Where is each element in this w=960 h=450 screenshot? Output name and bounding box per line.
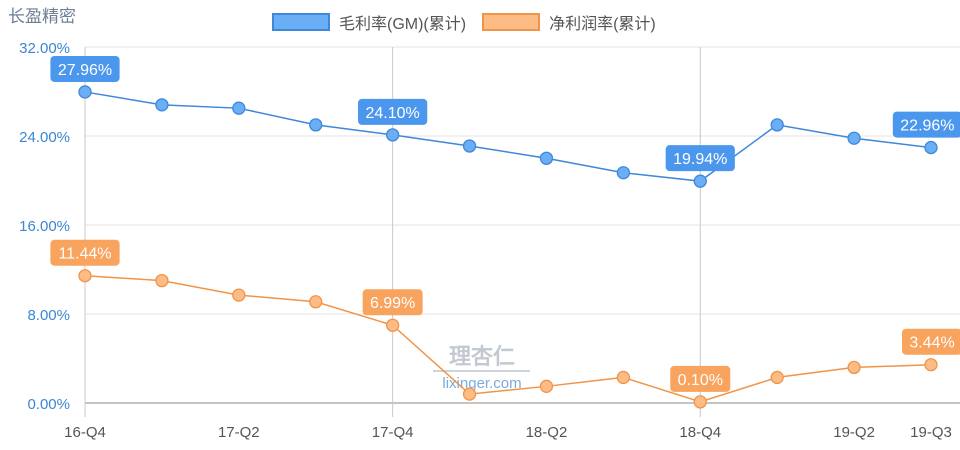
data-label-badge [665, 145, 735, 172]
data-point[interactable] [232, 288, 246, 302]
data-point[interactable] [385, 128, 400, 142]
data-label-badge [362, 289, 423, 316]
data-label-text: 6.99% [370, 295, 415, 312]
data-point[interactable] [693, 174, 707, 188]
x-tick-label: 17-Q2 [218, 424, 260, 441]
data-point[interactable] [309, 295, 323, 309]
data-point[interactable] [78, 269, 92, 283]
y-tick-label: 0.00% [27, 396, 70, 413]
x-tick-label: 18-Q2 [526, 424, 568, 441]
x-tick-label: 19-Q3 [910, 424, 952, 441]
data-point[interactable] [924, 140, 938, 155]
data-point[interactable] [385, 318, 400, 332]
data-label-badge [902, 328, 960, 355]
x-tick-label: 17-Q4 [372, 424, 414, 441]
data-point[interactable] [770, 370, 784, 385]
data-label-text: 27.96% [58, 62, 112, 79]
data-label-badge [892, 111, 960, 138]
data-label-text: 24.10% [366, 105, 420, 122]
legend-swatch-net [482, 13, 541, 31]
data-point[interactable] [462, 387, 477, 401]
data-label-badge [358, 98, 428, 125]
data-point[interactable] [693, 395, 707, 409]
data-point[interactable] [847, 360, 861, 375]
series-line-1 [84, 274, 932, 403]
data-label-badge [50, 55, 120, 82]
y-tick-label: 32.00% [19, 40, 70, 57]
data-point[interactable] [539, 151, 554, 165]
data-point[interactable] [924, 358, 938, 372]
data-label-text: 22.96% [900, 118, 954, 135]
data-label-badge [670, 365, 731, 392]
data-point[interactable] [847, 131, 861, 145]
legend-item-gm[interactable]: 毛利率(GM)(累计) [272, 10, 466, 34]
data-label-text: 0.10% [678, 372, 723, 389]
y-tick-label: 8.00% [27, 307, 70, 324]
data-point[interactable] [616, 370, 631, 385]
data-label-text: 19.94% [673, 151, 727, 168]
data-point[interactable] [78, 85, 92, 99]
legend-item-net[interactable]: 净利润率(累计) [482, 10, 656, 34]
data-point[interactable] [539, 379, 554, 393]
data-point[interactable] [309, 118, 323, 132]
legend-label-gm: 毛利率(GM)(累计) [339, 16, 467, 33]
data-point[interactable] [616, 166, 631, 180]
y-tick-label: 16.00% [19, 218, 70, 235]
data-point[interactable] [155, 98, 169, 112]
data-point[interactable] [770, 118, 784, 132]
series-line-0 [84, 91, 932, 182]
data-label-badge [50, 239, 120, 266]
chart-legend: 毛利率(GM)(累计) 净利润率(累计) [272, 10, 672, 34]
x-tick-label: 16-Q4 [64, 424, 106, 441]
x-tick-label: 19-Q2 [833, 424, 875, 441]
legend-swatch-gm [272, 13, 330, 31]
y-tick-label: 24.00% [19, 129, 70, 146]
data-label-text: 3.44% [909, 335, 954, 352]
page-title: 长盈精密 [8, 7, 76, 26]
x-tick-label: 18-Q4 [679, 424, 721, 441]
legend-label-net: 净利润率(累计) [549, 16, 656, 33]
data-point[interactable] [232, 101, 246, 115]
watermark-cn: 理杏仁 [449, 344, 515, 369]
data-point[interactable] [462, 139, 477, 153]
data-label-text: 11.44% [58, 246, 111, 263]
data-point[interactable] [155, 273, 169, 288]
